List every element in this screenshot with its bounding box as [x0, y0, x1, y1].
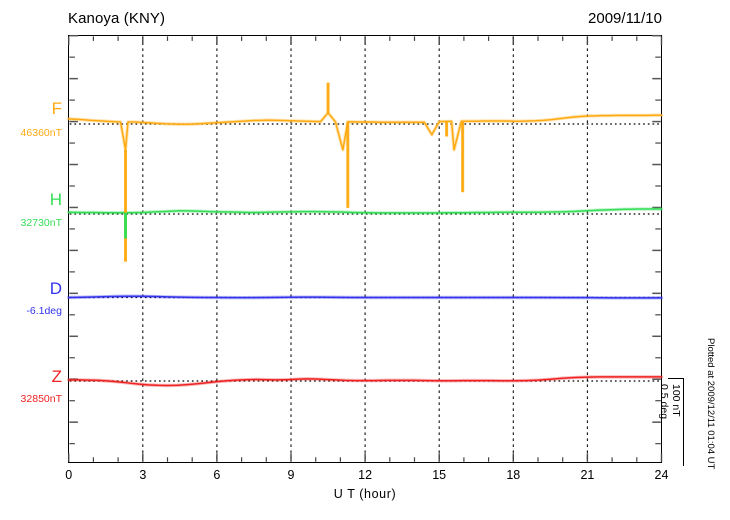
x-axis-tick-24: 24: [654, 468, 669, 482]
series-label-d: D: [49, 279, 62, 298]
x-axis-tick-21: 21: [580, 468, 595, 482]
x-axis-tick-9: 9: [287, 468, 295, 482]
scale-bar-deg: 0.5 deg: [657, 384, 670, 420]
series-baseline-h: 32730nT: [20, 217, 62, 229]
x-axis-tick-12: 12: [358, 468, 373, 482]
x-axis-title: U T (hour): [0, 487, 730, 501]
scale-bar-tick: [668, 378, 684, 380]
scale-bar-line: [683, 378, 685, 466]
x-axis-title-text: U T (hour): [333, 487, 397, 501]
series-baseline-d: -6.1deg: [26, 305, 62, 317]
series-label-h: H: [49, 190, 62, 209]
observation-date: 2009/11/10: [588, 10, 662, 27]
x-axis-tick-15: 15: [432, 468, 447, 482]
scale-bar-labels: 100 nT 0.5 deg: [658, 384, 682, 468]
series-baseline-f: 46360nT: [20, 127, 62, 139]
scale-bar: 100 nT 0.5 deg: [658, 378, 708, 468]
page-title: Kanoya (KNY): [68, 10, 166, 27]
series-label-z: Z: [51, 367, 62, 386]
x-axis-tick-6: 6: [213, 468, 221, 482]
series-baseline-z: 32850nT: [20, 393, 62, 405]
x-axis-tick-0: 0: [65, 468, 73, 482]
x-axis-tick-3: 3: [139, 468, 147, 482]
series-label-f: F: [51, 99, 62, 118]
plotted-at-stamp: Plotted at 2009/12/11 01:04 UT: [705, 338, 716, 470]
x-axis-tick-18: 18: [506, 468, 521, 482]
scale-bar-nt: 100 nT: [670, 384, 682, 417]
